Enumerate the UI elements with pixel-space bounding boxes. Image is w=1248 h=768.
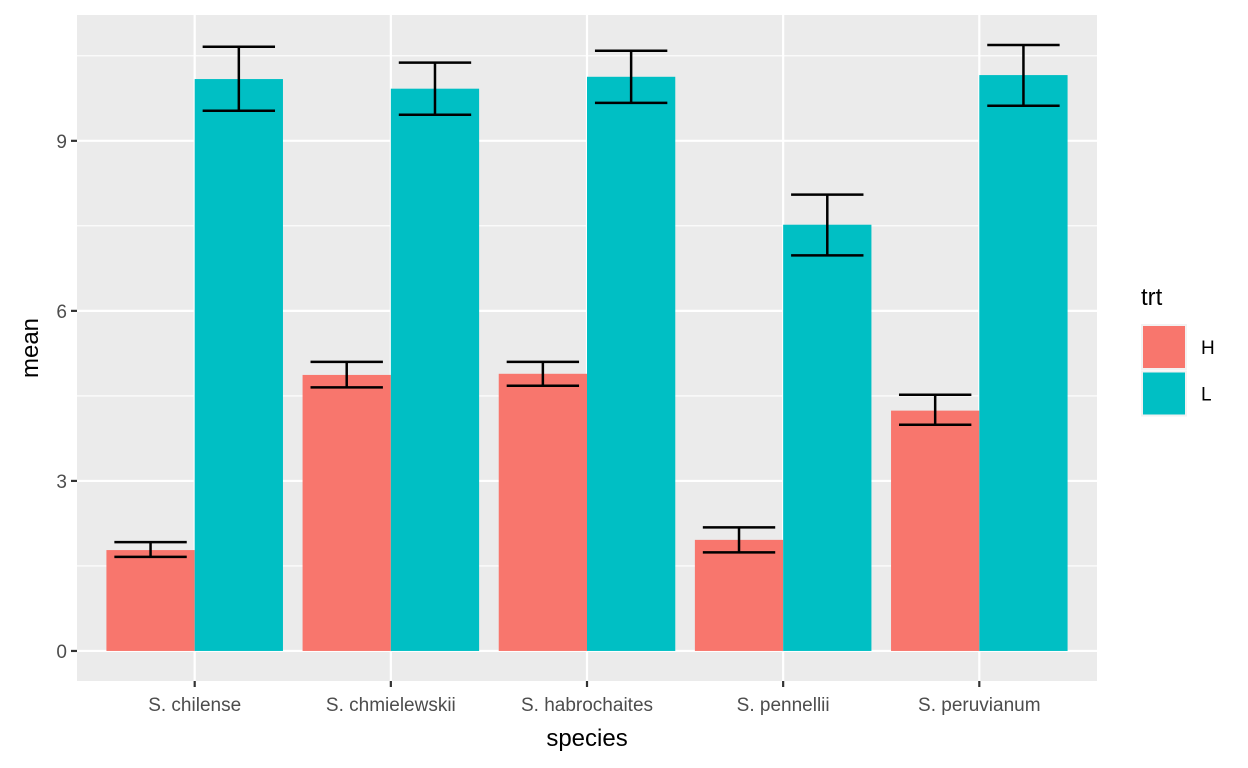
x-tick-label: S. peruvianum	[918, 695, 1041, 716]
error-bars	[114, 43, 1060, 559]
bar-H	[106, 550, 195, 651]
error-bar-H	[702, 526, 776, 554]
bar-L	[390, 88, 480, 651]
x-axis: S. chilense S. chmielewskii S. habrochaite…	[148, 681, 1041, 716]
x-tick-label: S. habrochaites	[521, 695, 653, 716]
bars	[106, 75, 1068, 651]
y-tick-label: 3	[56, 472, 67, 493]
error-bar-L	[398, 61, 472, 117]
x-tick-label: S. chilense	[148, 695, 241, 716]
legend-label-H: H	[1201, 338, 1215, 359]
bar-H	[498, 373, 587, 651]
bar-L	[979, 75, 1068, 651]
y-tick-label: 6	[56, 302, 67, 323]
legend-label-L: L	[1201, 385, 1212, 406]
x-tick-label: S. pennellii	[737, 695, 830, 716]
y-tick-label: 9	[56, 132, 67, 153]
bar-H	[891, 410, 980, 651]
x-tick-label: S. chmielewskii	[326, 695, 456, 716]
error-bar-L	[202, 45, 276, 113]
bar-L	[587, 76, 676, 651]
y-axis-title: mean	[17, 318, 44, 378]
legend-keys: HL	[1141, 324, 1215, 417]
error-bar-H	[114, 540, 187, 559]
error-bar-H	[310, 360, 383, 389]
legend: trt HL	[1141, 284, 1215, 417]
error-bar-L	[987, 43, 1060, 107]
error-bar-H	[506, 360, 580, 387]
legend-key-H	[1143, 326, 1185, 368]
y-axis: 0 3 6 9	[56, 132, 77, 663]
bar-L	[194, 79, 283, 651]
legend-title: trt	[1141, 284, 1163, 311]
x-axis-title: species	[546, 725, 627, 752]
y-tick-label: 0	[56, 642, 67, 663]
legend-key-L	[1143, 372, 1185, 415]
bar-H	[302, 374, 391, 651]
error-bar-L	[791, 193, 864, 257]
bar-L	[783, 224, 872, 651]
bar-H	[694, 539, 784, 651]
error-bar-L	[594, 49, 668, 105]
error-bar-H	[898, 393, 972, 427]
